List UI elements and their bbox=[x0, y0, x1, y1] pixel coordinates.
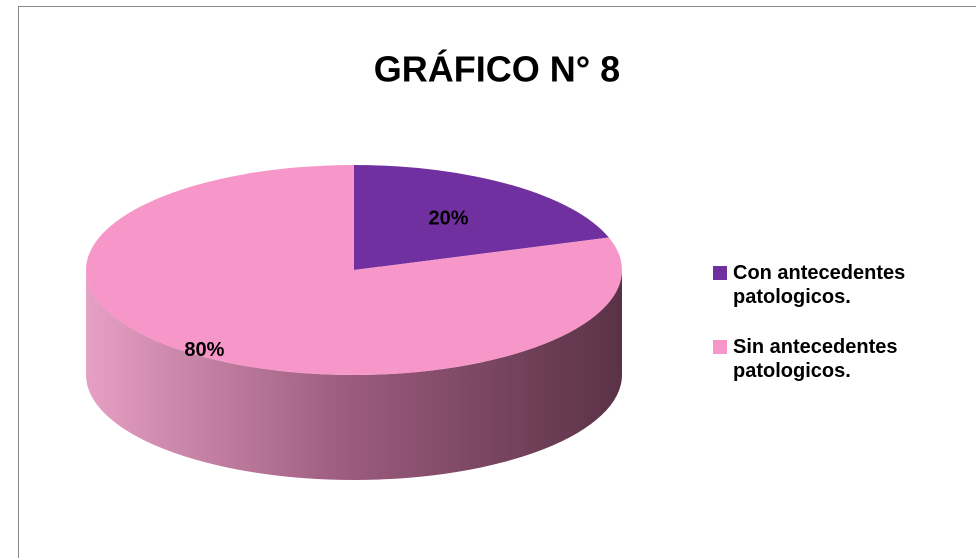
slice bbox=[354, 165, 609, 270]
data-label: 20% bbox=[429, 207, 469, 229]
chart-frame bbox=[18, 6, 976, 558]
data-label: 80% bbox=[184, 339, 224, 361]
legend-swatch bbox=[713, 266, 727, 280]
legend-item: Con antecedentes patologicos. bbox=[713, 261, 973, 309]
legend-label: Sin antecedentes patologicos. bbox=[733, 336, 898, 382]
chart-title: GRÁFICO N° 8 bbox=[374, 49, 620, 90]
legend-item: Sin antecedentes patologicos. bbox=[713, 335, 973, 383]
legend-swatch bbox=[713, 340, 727, 354]
slice bbox=[85, 165, 622, 375]
legend-label: Con antecedentes patologicos. bbox=[733, 262, 906, 308]
